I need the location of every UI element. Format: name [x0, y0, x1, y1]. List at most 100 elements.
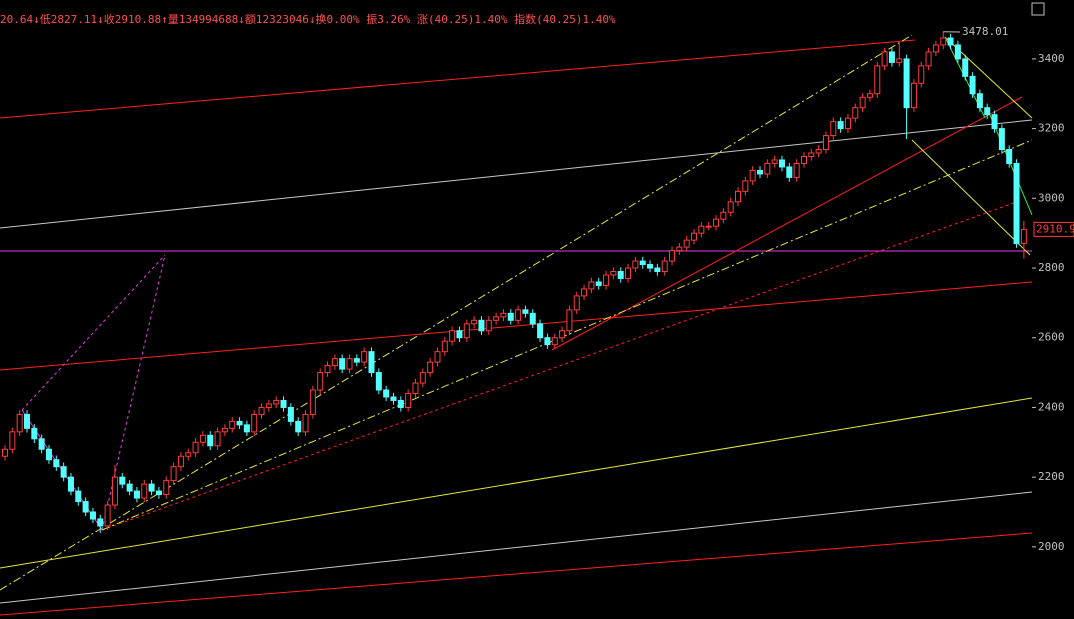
candle-body — [463, 323, 470, 339]
candle-body — [243, 424, 250, 433]
candle-body — [793, 162, 800, 178]
candle-body — [478, 319, 485, 332]
candle-body — [23, 413, 30, 429]
candle-body — [89, 511, 96, 520]
candle-body — [16, 413, 23, 433]
candle-body — [984, 107, 991, 116]
candle-body — [676, 246, 683, 252]
candle-body — [507, 312, 514, 321]
candle-body — [170, 466, 177, 482]
candle-body — [500, 312, 507, 318]
candle-body — [53, 459, 60, 468]
candle-body — [419, 372, 426, 384]
y-tick-label: 2800 — [1038, 261, 1065, 274]
trend-line — [0, 281, 1033, 371]
candle-body — [551, 337, 558, 346]
candle-body — [97, 518, 104, 527]
candle-body — [67, 476, 74, 492]
candle-body — [859, 96, 866, 109]
candle-body — [954, 44, 961, 60]
y-tick-label: 3400 — [1038, 52, 1065, 65]
candle-body — [735, 190, 741, 203]
candle-body — [258, 406, 265, 415]
candle-body — [639, 260, 646, 266]
candle-body — [756, 169, 763, 175]
candle-body — [566, 309, 573, 332]
trend-line — [101, 199, 1023, 531]
candle-body — [456, 330, 463, 339]
candle-body — [749, 169, 756, 182]
candle-body — [691, 232, 698, 241]
candle-body — [361, 351, 368, 363]
candle-body — [375, 372, 382, 391]
candle-body — [177, 455, 184, 468]
trend-line — [0, 39, 916, 119]
candle-body — [75, 490, 82, 503]
candle-body — [800, 155, 807, 164]
candle-body — [515, 309, 522, 321]
candle-body — [485, 319, 492, 332]
candle-body — [185, 452, 192, 457]
candle-body — [317, 372, 324, 391]
candle-body — [947, 37, 954, 46]
candle-body — [669, 250, 676, 262]
price-tag — [1033, 221, 1074, 237]
candle-body — [251, 413, 258, 433]
candle-body — [962, 58, 969, 77]
candle-body — [368, 351, 375, 374]
candle-body — [1013, 162, 1020, 245]
candle-body — [771, 159, 778, 164]
trend-line — [101, 254, 166, 531]
candle-body — [866, 93, 873, 98]
candle-body — [390, 396, 397, 401]
candle-body — [434, 351, 441, 363]
candle-body — [82, 501, 89, 513]
candle-body — [837, 121, 844, 130]
trend-line — [101, 139, 1033, 531]
candle-body — [1006, 149, 1013, 164]
candle-body — [427, 361, 434, 374]
candle-body — [38, 438, 45, 450]
candle-body — [45, 448, 52, 461]
candle-body — [610, 271, 617, 276]
candle-body — [1020, 228, 1027, 244]
candle-body — [896, 58, 903, 63]
trend-line — [0, 397, 1033, 569]
candle-body — [287, 406, 294, 422]
candle-body — [852, 107, 859, 119]
candle-body — [192, 441, 199, 454]
trend-line — [0, 491, 1033, 604]
y-tick-label: 2200 — [1038, 470, 1065, 483]
candle-body — [778, 159, 785, 168]
candle-body — [346, 358, 353, 370]
quote-header: 20.64↓低2827.11↓收2910.88↑量134994688↓额1232… — [0, 12, 616, 26]
candle-body — [273, 399, 280, 405]
trend-line — [551, 96, 1023, 351]
candle-body — [493, 316, 500, 321]
y-tick-label: 2600 — [1038, 331, 1065, 344]
candle-body — [133, 490, 140, 499]
candle-body — [998, 128, 1005, 151]
trend-line — [0, 532, 1033, 616]
candle-body — [742, 180, 749, 192]
window-icon[interactable] — [1031, 2, 1045, 16]
candle-body — [969, 75, 976, 95]
candle-body — [808, 152, 815, 157]
candle-body — [295, 420, 302, 433]
candle-body — [786, 166, 793, 178]
candle-body — [522, 309, 529, 314]
candle-body — [727, 201, 734, 213]
candle-body — [647, 264, 654, 269]
candle-body — [603, 274, 610, 286]
candle-body — [199, 434, 206, 443]
candle-body — [148, 483, 155, 492]
candle-body — [229, 420, 236, 429]
candle-body — [324, 365, 331, 374]
candle-body — [881, 51, 888, 67]
trend-line — [0, 119, 1033, 229]
candle-body — [9, 431, 16, 450]
candle-body — [529, 312, 536, 325]
candle-body — [207, 434, 214, 447]
candle-body — [940, 37, 947, 46]
